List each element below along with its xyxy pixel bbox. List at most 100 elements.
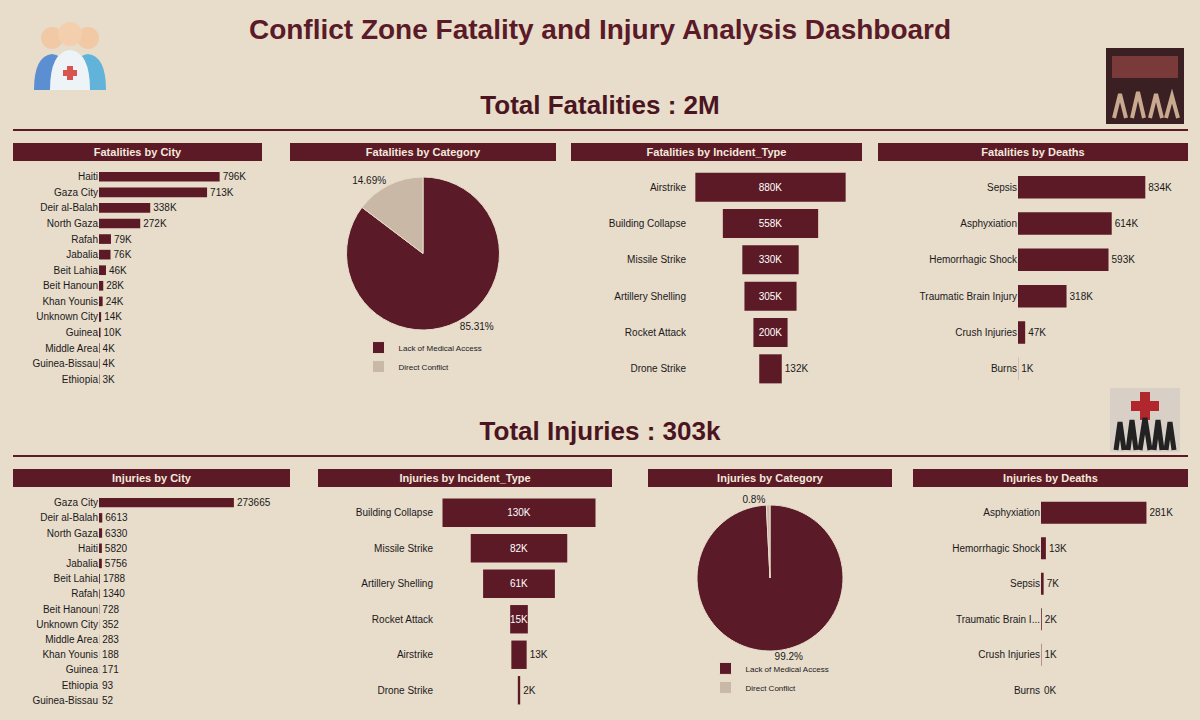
- svg-text:13K: 13K: [1049, 543, 1067, 554]
- svg-text:Burns: Burns: [1014, 685, 1040, 696]
- svg-text:558K: 558K: [759, 218, 783, 229]
- svg-text:4K: 4K: [103, 343, 116, 354]
- svg-text:82K: 82K: [510, 543, 528, 554]
- svg-text:10K: 10K: [104, 327, 122, 338]
- svg-text:1K: 1K: [1021, 363, 1034, 374]
- svg-text:13K: 13K: [530, 649, 548, 660]
- svg-text:Lack of Medical Access: Lack of Medical Access: [399, 344, 482, 353]
- svg-text:Deir al-Balah: Deir al-Balah: [40, 202, 98, 213]
- svg-text:Lack of Medical Access: Lack of Medical Access: [746, 665, 829, 674]
- svg-text:Khan Younis: Khan Younis: [42, 296, 98, 307]
- svg-text:Deir al-Balah: Deir al-Balah: [40, 512, 98, 523]
- svg-text:28K: 28K: [106, 280, 124, 291]
- svg-text:52: 52: [102, 695, 114, 706]
- svg-text:6330: 6330: [105, 528, 128, 539]
- svg-text:Unknown City: Unknown City: [36, 311, 98, 322]
- svg-text:4K: 4K: [103, 358, 116, 369]
- svg-text:Airstrike: Airstrike: [397, 649, 434, 660]
- svg-text:Building Collapse: Building Collapse: [609, 218, 687, 229]
- svg-text:338K: 338K: [153, 202, 177, 213]
- svg-text:North Gaza: North Gaza: [47, 528, 99, 539]
- svg-text:76K: 76K: [114, 249, 132, 260]
- svg-text:Hemorrhagic Shock: Hemorrhagic Shock: [929, 254, 1018, 265]
- svg-text:Rocket Attack: Rocket Attack: [372, 614, 434, 625]
- svg-text:14.69%: 14.69%: [352, 175, 386, 186]
- svg-text:7K: 7K: [1047, 578, 1060, 589]
- svg-text:1788: 1788: [103, 573, 126, 584]
- svg-text:Direct Conflict: Direct Conflict: [746, 684, 797, 693]
- svg-text:Rafah: Rafah: [71, 234, 98, 245]
- svg-text:Hemorrhagic Shock: Hemorrhagic Shock: [952, 543, 1041, 554]
- svg-text:Building Collapse: Building Collapse: [356, 507, 434, 518]
- svg-text:Missile Strike: Missile Strike: [627, 254, 686, 265]
- svg-text:593K: 593K: [1112, 254, 1136, 265]
- svg-text:Beit Lahia: Beit Lahia: [54, 573, 99, 584]
- svg-text:Drone Strike: Drone Strike: [377, 685, 433, 696]
- svg-text:281K: 281K: [1149, 507, 1173, 518]
- svg-text:318K: 318K: [1070, 291, 1094, 302]
- svg-text:5820: 5820: [105, 543, 128, 554]
- svg-text:Burns: Burns: [991, 363, 1017, 374]
- svg-text:14K: 14K: [104, 311, 122, 322]
- svg-text:273665: 273665: [237, 497, 271, 508]
- svg-text:Sepsis: Sepsis: [1010, 578, 1040, 589]
- svg-text:200K: 200K: [759, 327, 783, 338]
- svg-text:Asphyxiation: Asphyxiation: [960, 218, 1017, 229]
- svg-text:Guinea-Bissau: Guinea-Bissau: [32, 358, 98, 369]
- svg-text:Artillery Shelling: Artillery Shelling: [614, 291, 686, 302]
- svg-text:Haiti: Haiti: [78, 543, 98, 554]
- svg-text:Guinea: Guinea: [66, 327, 99, 338]
- svg-text:Traumatic Brain Injury: Traumatic Brain Injury: [920, 291, 1017, 302]
- svg-text:130K: 130K: [507, 507, 531, 518]
- svg-text:Guinea: Guinea: [66, 664, 99, 675]
- svg-text:47K: 47K: [1028, 327, 1046, 338]
- svg-text:Beit Hanoun: Beit Hanoun: [43, 280, 98, 291]
- svg-text:2K: 2K: [1045, 614, 1058, 625]
- svg-text:Middle Area: Middle Area: [45, 343, 98, 354]
- svg-text:Drone Strike: Drone Strike: [630, 363, 686, 374]
- svg-text:Beit Hanoun: Beit Hanoun: [43, 604, 98, 615]
- svg-text:1K: 1K: [1044, 649, 1057, 660]
- svg-text:Direct Conflict: Direct Conflict: [399, 363, 450, 372]
- svg-text:330K: 330K: [759, 254, 783, 265]
- svg-text:Jabalia: Jabalia: [66, 558, 98, 569]
- svg-text:Gaza City: Gaza City: [54, 187, 98, 198]
- svg-text:Haiti: Haiti: [78, 171, 98, 182]
- svg-text:North Gaza: North Gaza: [47, 218, 99, 229]
- svg-text:79K: 79K: [114, 234, 132, 245]
- svg-text:99.2%: 99.2%: [775, 651, 803, 662]
- svg-text:Middle Area: Middle Area: [45, 634, 98, 645]
- svg-text:713K: 713K: [210, 187, 234, 198]
- svg-text:Missile Strike: Missile Strike: [374, 543, 433, 554]
- svg-text:834K: 834K: [1148, 182, 1172, 193]
- svg-text:61K: 61K: [510, 578, 528, 589]
- svg-text:796K: 796K: [223, 171, 247, 182]
- svg-text:0K: 0K: [1044, 685, 1057, 696]
- svg-text:1340: 1340: [103, 588, 126, 599]
- svg-text:15K: 15K: [510, 614, 528, 625]
- svg-text:Khan Younis: Khan Younis: [42, 649, 98, 660]
- svg-text:188: 188: [102, 649, 119, 660]
- svg-text:Unknown City: Unknown City: [36, 619, 98, 630]
- svg-text:132K: 132K: [785, 363, 809, 374]
- svg-text:0.8%: 0.8%: [743, 494, 766, 505]
- svg-text:3K: 3K: [102, 374, 115, 385]
- svg-text:Ethiopia: Ethiopia: [62, 374, 99, 385]
- svg-text:5756: 5756: [105, 558, 128, 569]
- svg-text:352: 352: [102, 619, 119, 630]
- svg-text:Artillery Shelling: Artillery Shelling: [361, 578, 433, 589]
- svg-text:6613: 6613: [105, 512, 128, 523]
- svg-text:93: 93: [102, 680, 114, 691]
- svg-text:46K: 46K: [109, 265, 127, 276]
- svg-text:Ethiopia: Ethiopia: [62, 680, 99, 691]
- svg-text:24K: 24K: [106, 296, 124, 307]
- svg-text:Jabalia: Jabalia: [66, 249, 98, 260]
- svg-text:171: 171: [102, 664, 119, 675]
- svg-text:Guinea-Bissau: Guinea-Bissau: [32, 695, 98, 706]
- svg-text:Rocket Attack: Rocket Attack: [625, 327, 687, 338]
- svg-text:Crush Injuries: Crush Injuries: [955, 327, 1017, 338]
- svg-text:728: 728: [102, 604, 119, 615]
- svg-text:880K: 880K: [759, 182, 783, 193]
- svg-text:614K: 614K: [1115, 218, 1139, 229]
- svg-text:Beit Lahia: Beit Lahia: [54, 265, 99, 276]
